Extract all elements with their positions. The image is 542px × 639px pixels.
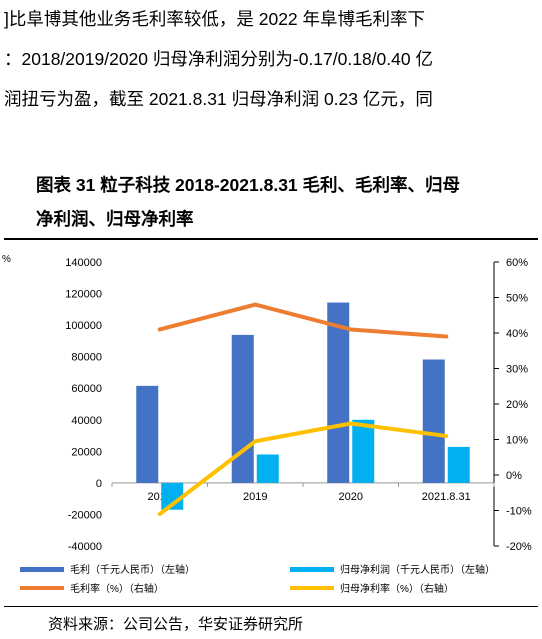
gross-profit-bar bbox=[231, 334, 254, 483]
x-axis-category-label: 2021.8.31 bbox=[422, 491, 471, 503]
body-text-line-3: 润扭亏为盈，截至 2021.8.31 归母净利润 0.23 亿元，同 bbox=[4, 89, 433, 109]
left-axis-tick-label: 140000 bbox=[65, 257, 102, 269]
right-axis-tick-label: -20% bbox=[506, 541, 532, 553]
legend-gross-profit-label: 毛利（千元人民币）（左轴） bbox=[70, 563, 195, 576]
chart-bars bbox=[136, 302, 470, 510]
net-profit-bar bbox=[256, 454, 279, 483]
left-axis-tick-label: -40000 bbox=[68, 541, 102, 553]
legend-net-margin-label: 归母净利率（%）（右轴） bbox=[340, 582, 454, 595]
figure-title-line-2: 净利润、归母净利率 bbox=[36, 209, 194, 229]
corner-mark: % bbox=[2, 254, 11, 265]
legend-gross-margin-label: 毛利率（%）（右轴） bbox=[70, 582, 164, 595]
left-axis-tick-label: 40000 bbox=[71, 415, 102, 427]
figure-source: 资料来源：公司公告，华安证券研究所 bbox=[48, 616, 304, 633]
combo-chart: % 140000 120000 100000 80000 60000 40000 20000… bbox=[2, 254, 532, 595]
figure-bottom-rule bbox=[4, 606, 538, 607]
left-axis-tick-label: 0 bbox=[96, 478, 102, 490]
net-margin-line bbox=[157, 421, 449, 517]
left-axis-tick-label: 80000 bbox=[71, 352, 102, 364]
net-profit-bar bbox=[161, 482, 184, 510]
right-axis-tick-label: 40% bbox=[506, 328, 528, 340]
right-axis-tick-label: 60% bbox=[506, 257, 528, 269]
x-axis-category-label: 2020 bbox=[339, 491, 363, 503]
left-axis-tick-label: 120000 bbox=[65, 289, 102, 301]
figure-top-rule bbox=[4, 238, 538, 240]
body-text-line-2: ：2018/2019/2020 归母净利润分别为-0.17/0.18/0.40 … bbox=[4, 49, 433, 69]
left-axis-tick-label: -20000 bbox=[68, 509, 102, 521]
legend-gross-profit-swatch bbox=[20, 567, 64, 572]
body-text-line-1: ]比阜博其他业务毛利率较低，是 2022 年阜博毛利率下 bbox=[4, 9, 426, 29]
right-axis-tick-label: -10% bbox=[506, 506, 532, 518]
right-axis-tick-label: 30% bbox=[506, 364, 528, 376]
legend-net-profit-swatch bbox=[290, 567, 334, 572]
chart-axes: 140000 120000 100000 80000 60000 40000 20000 0 -… bbox=[65, 257, 532, 553]
gross-profit-bar bbox=[327, 302, 350, 483]
gross-profit-bar bbox=[422, 359, 445, 483]
right-axis-tick-label: 50% bbox=[506, 293, 528, 305]
chart-legend: 毛利（千元人民币）（左轴） 归母净利润（千元人民币）（左轴） 毛利率（%）（右轴） 归… bbox=[20, 563, 495, 595]
right-axis-tick-label: 20% bbox=[506, 399, 528, 411]
left-axis-tick-label: 20000 bbox=[71, 446, 102, 458]
gross-margin-line bbox=[157, 302, 449, 339]
left-axis-tick-label: 100000 bbox=[65, 320, 102, 332]
chart-lines bbox=[157, 302, 449, 517]
right-axis-tick-label: 0% bbox=[506, 470, 522, 482]
gross-profit-bar bbox=[136, 385, 159, 483]
left-axis-tick-label: 60000 bbox=[71, 383, 102, 395]
x-axis-category-label: 2019 bbox=[243, 491, 267, 503]
net-profit-bar bbox=[352, 419, 375, 483]
legend-net-profit-label: 归母净利润（千元人民币）（左轴） bbox=[340, 563, 495, 576]
figure-title-line-1: 图表 31 粒子科技 2018-2021.8.31 毛利、毛利率、归母 bbox=[36, 175, 461, 195]
right-axis-tick-label: 10% bbox=[506, 435, 528, 447]
net-profit-bar bbox=[447, 446, 470, 483]
